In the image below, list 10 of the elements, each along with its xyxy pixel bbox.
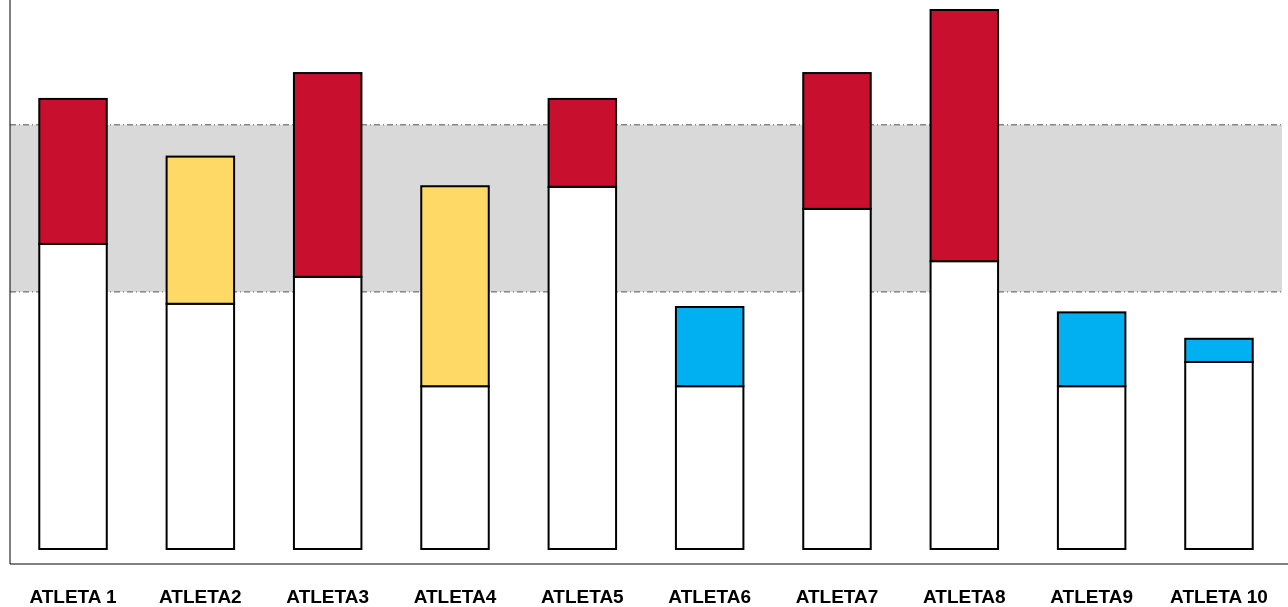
x-tick-label: ATLETA9 [1050, 586, 1133, 607]
x-tick-label: ATLETA6 [668, 586, 752, 607]
x-tick-label: ATLETA 1 [29, 586, 118, 607]
x-tick-label: ATLETA4 [413, 586, 497, 607]
x-tick-label: ATLETA3 [286, 586, 370, 607]
x-tick-label: ATLETA 10 [1170, 586, 1268, 607]
x-tick-label: ATLETA2 [159, 586, 242, 607]
x-tick-label: ATLETA5 [540, 586, 625, 607]
x-tick-label: ATLETA8 [922, 586, 1006, 607]
x-tick-label: ATLETA7 [795, 586, 879, 607]
